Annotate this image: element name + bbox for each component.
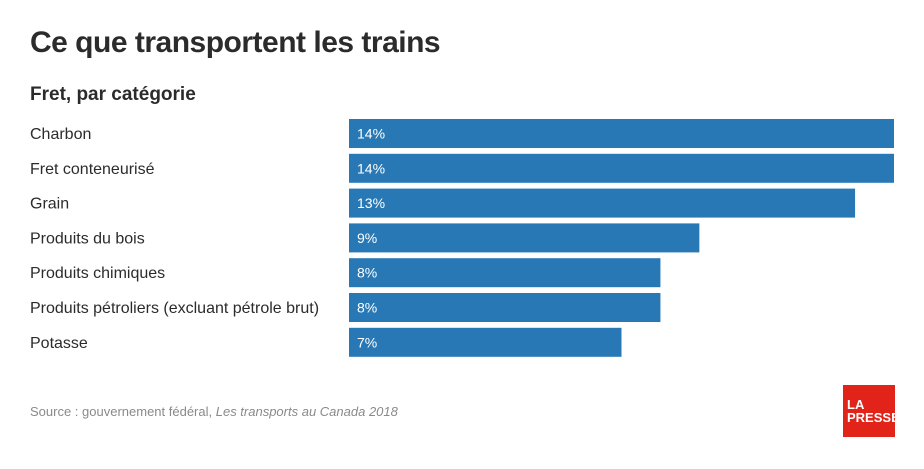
value-label: 13% xyxy=(357,195,385,211)
bar xyxy=(349,153,894,183)
bar xyxy=(349,223,700,253)
source-note: Source : gouvernement fédéral, Les trans… xyxy=(30,404,398,419)
bar xyxy=(349,293,661,322)
bar xyxy=(349,188,856,218)
source-prefix: Source : gouvernement fédéral, xyxy=(30,404,216,419)
value-label: 9% xyxy=(357,230,377,246)
logo-line-1: LA xyxy=(847,397,865,412)
value-label: 7% xyxy=(357,334,377,350)
category-label: Grain xyxy=(30,196,69,213)
value-label: 14% xyxy=(357,160,385,176)
bar xyxy=(349,119,894,148)
category-label: Fret conteneurisé xyxy=(30,161,155,178)
value-label: 14% xyxy=(357,126,385,142)
category-label: Charbon xyxy=(30,126,91,143)
category-label: Produits pétroliers (excluant pétrole br… xyxy=(30,300,319,317)
bar xyxy=(349,327,622,357)
category-label: Produits chimiques xyxy=(30,265,165,282)
value-label: 8% xyxy=(357,265,377,281)
logo-line-2: PRESSE xyxy=(847,410,900,425)
chart-subtitle: Fret, par catégorie xyxy=(30,84,196,105)
bar xyxy=(349,258,661,288)
chart-title: Ce que transportent les trains xyxy=(30,26,441,59)
category-label: Produits du bois xyxy=(30,230,145,247)
source-title: Les transports au Canada 2018 xyxy=(215,404,398,419)
value-label: 8% xyxy=(357,300,377,316)
la-presse-logo: LA PRESSE xyxy=(843,385,900,437)
category-label: Potasse xyxy=(30,335,88,352)
